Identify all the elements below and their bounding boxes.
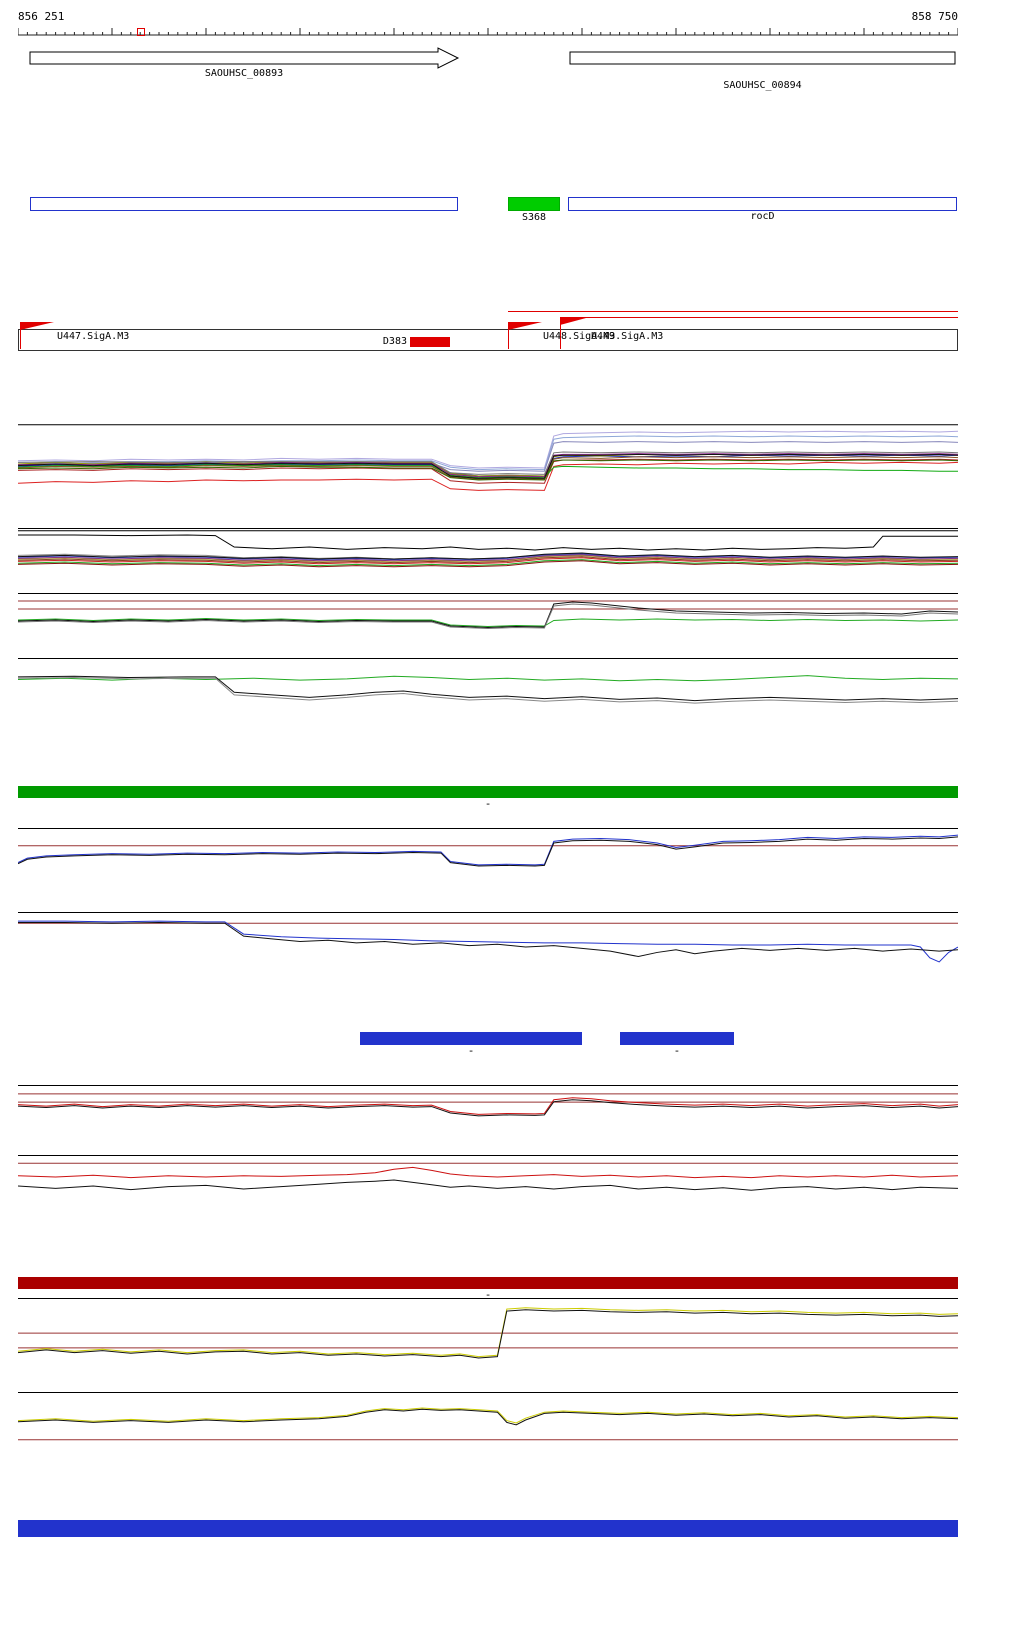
condition-bar-tick: -: [673, 1044, 681, 1057]
expression-panel-h: [18, 1155, 958, 1216]
promoter-flag-icon[interactable]: [20, 322, 54, 330]
annotation-line-lower: [560, 317, 958, 318]
condition-bar-tick: -: [484, 797, 492, 810]
promoter-label-u448: U448.SigA.M3: [543, 331, 616, 342]
condition-bar-tick: -: [484, 1288, 492, 1301]
condition-bar-group: - -: [18, 1032, 958, 1058]
promoter-stem: [560, 318, 561, 349]
promoter-label-u447: U447.SigA.M3: [57, 331, 130, 342]
annotation-line-upper: [508, 311, 958, 312]
transcript-box-left[interactable]: [30, 197, 458, 211]
expression-panel-c: [18, 593, 958, 644]
gene-label-00894: SAOUHSC_00894: [723, 80, 802, 91]
promoter-label-u449: U449.SigA.M3: [591, 331, 664, 342]
condition-bar-darkred[interactable]: [18, 1277, 958, 1289]
expression-panel-g: [18, 1085, 958, 1135]
transcript-box-s368[interactable]: [508, 197, 560, 211]
terminator-box-d383[interactable]: [410, 337, 450, 347]
expression-panel-b: [18, 528, 958, 589]
annotation-band: [18, 329, 958, 351]
terminator-label-d383: D383: [382, 336, 407, 347]
expression-panel-f: [18, 912, 958, 981]
expression-panel-d: [18, 658, 958, 723]
expression-panel-i: [18, 1298, 958, 1366]
gene-track: [29, 47, 956, 69]
ruler-scale: [18, 28, 958, 36]
expression-panel-a: [18, 420, 958, 500]
condition-bar-blue-1[interactable]: [360, 1032, 582, 1045]
ruler-start-label: 856 251: [18, 10, 65, 23]
condition-bar-blue-2[interactable]: [619, 1032, 735, 1045]
expression-panel-e: [18, 828, 958, 885]
promoter-flag-icon[interactable]: [560, 318, 586, 325]
gene-arrow-saouhsc-00893[interactable]: [29, 47, 460, 69]
promoter-stem: [20, 322, 21, 349]
expression-panel-j: [18, 1392, 958, 1453]
transcript-label-rocd: rocD: [750, 211, 775, 222]
transcript-box-rocd[interactable]: [568, 197, 957, 211]
condition-bar-tick: -: [467, 1044, 475, 1057]
promoter-stem: [508, 322, 509, 349]
transcript-label-s368: S368: [521, 212, 547, 223]
gene-label-00893: SAOUHSC_00893: [204, 68, 284, 79]
cursor-icon[interactable]: [137, 28, 145, 36]
ruler-end-label: 858 750: [911, 10, 958, 23]
promoter-flag-icon[interactable]: [508, 322, 542, 330]
gene-box-saouhsc-00894[interactable]: [569, 51, 956, 65]
condition-bar-bottom-blue[interactable]: [18, 1520, 958, 1537]
condition-bar-green[interactable]: [18, 786, 958, 798]
